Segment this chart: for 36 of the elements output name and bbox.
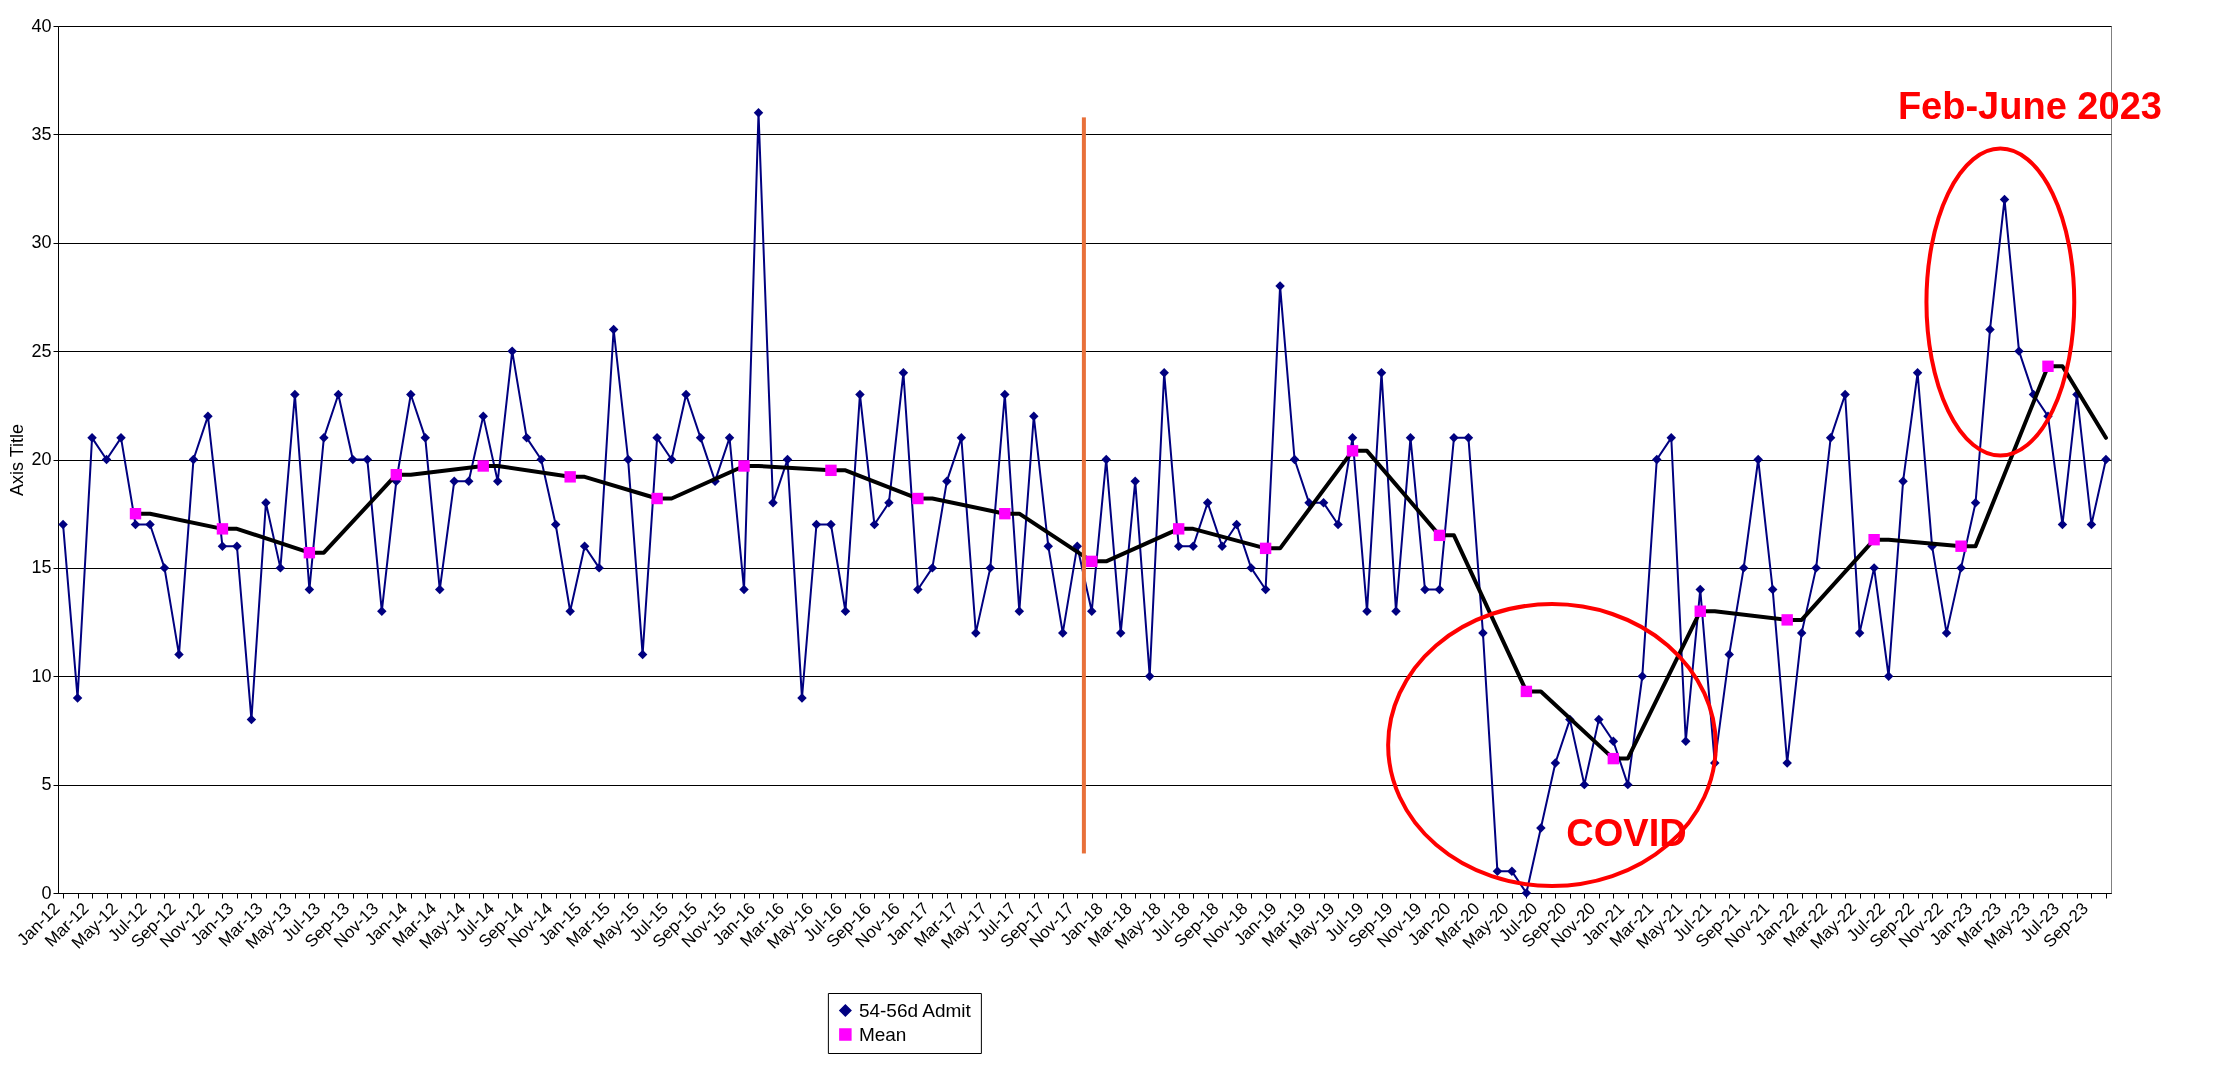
point bbox=[1172, 523, 1185, 535]
point bbox=[1607, 752, 1620, 765]
point bbox=[1781, 614, 1793, 626]
y-tick-label: 20 bbox=[31, 449, 52, 469]
point bbox=[912, 492, 924, 505]
point bbox=[303, 547, 316, 559]
y-tick-label: 0 bbox=[41, 882, 52, 903]
legend-label: 54-56d Admit bbox=[858, 999, 972, 1021]
point bbox=[1086, 555, 1098, 568]
point bbox=[651, 492, 663, 505]
y-tick-label: 40 bbox=[31, 15, 52, 36]
point bbox=[1868, 534, 1880, 546]
y-tick-label: 30 bbox=[31, 232, 52, 253]
point bbox=[738, 460, 750, 472]
legend-label: Mean bbox=[858, 1023, 907, 1045]
point bbox=[564, 471, 576, 483]
point bbox=[390, 468, 402, 481]
y-tick-label: 25 bbox=[31, 340, 52, 361]
y-tick-label: 5 bbox=[41, 774, 52, 795]
y-tick-label: 15 bbox=[31, 557, 52, 578]
point bbox=[1694, 605, 1706, 617]
point bbox=[1520, 685, 1533, 698]
point bbox=[1346, 445, 1359, 457]
point bbox=[1433, 529, 1446, 542]
annotation: Feb-June 2023 bbox=[1897, 85, 2162, 128]
point bbox=[2042, 360, 2054, 372]
point bbox=[825, 464, 837, 477]
point bbox=[129, 507, 142, 520]
y-tick-label: 35 bbox=[31, 123, 52, 144]
y-tick-label: 10 bbox=[31, 665, 52, 686]
y-axis-title: Axis Title bbox=[7, 423, 28, 497]
point bbox=[999, 507, 1011, 520]
point bbox=[216, 523, 229, 535]
point bbox=[1259, 542, 1272, 555]
point bbox=[1955, 540, 1967, 552]
point bbox=[477, 460, 489, 472]
